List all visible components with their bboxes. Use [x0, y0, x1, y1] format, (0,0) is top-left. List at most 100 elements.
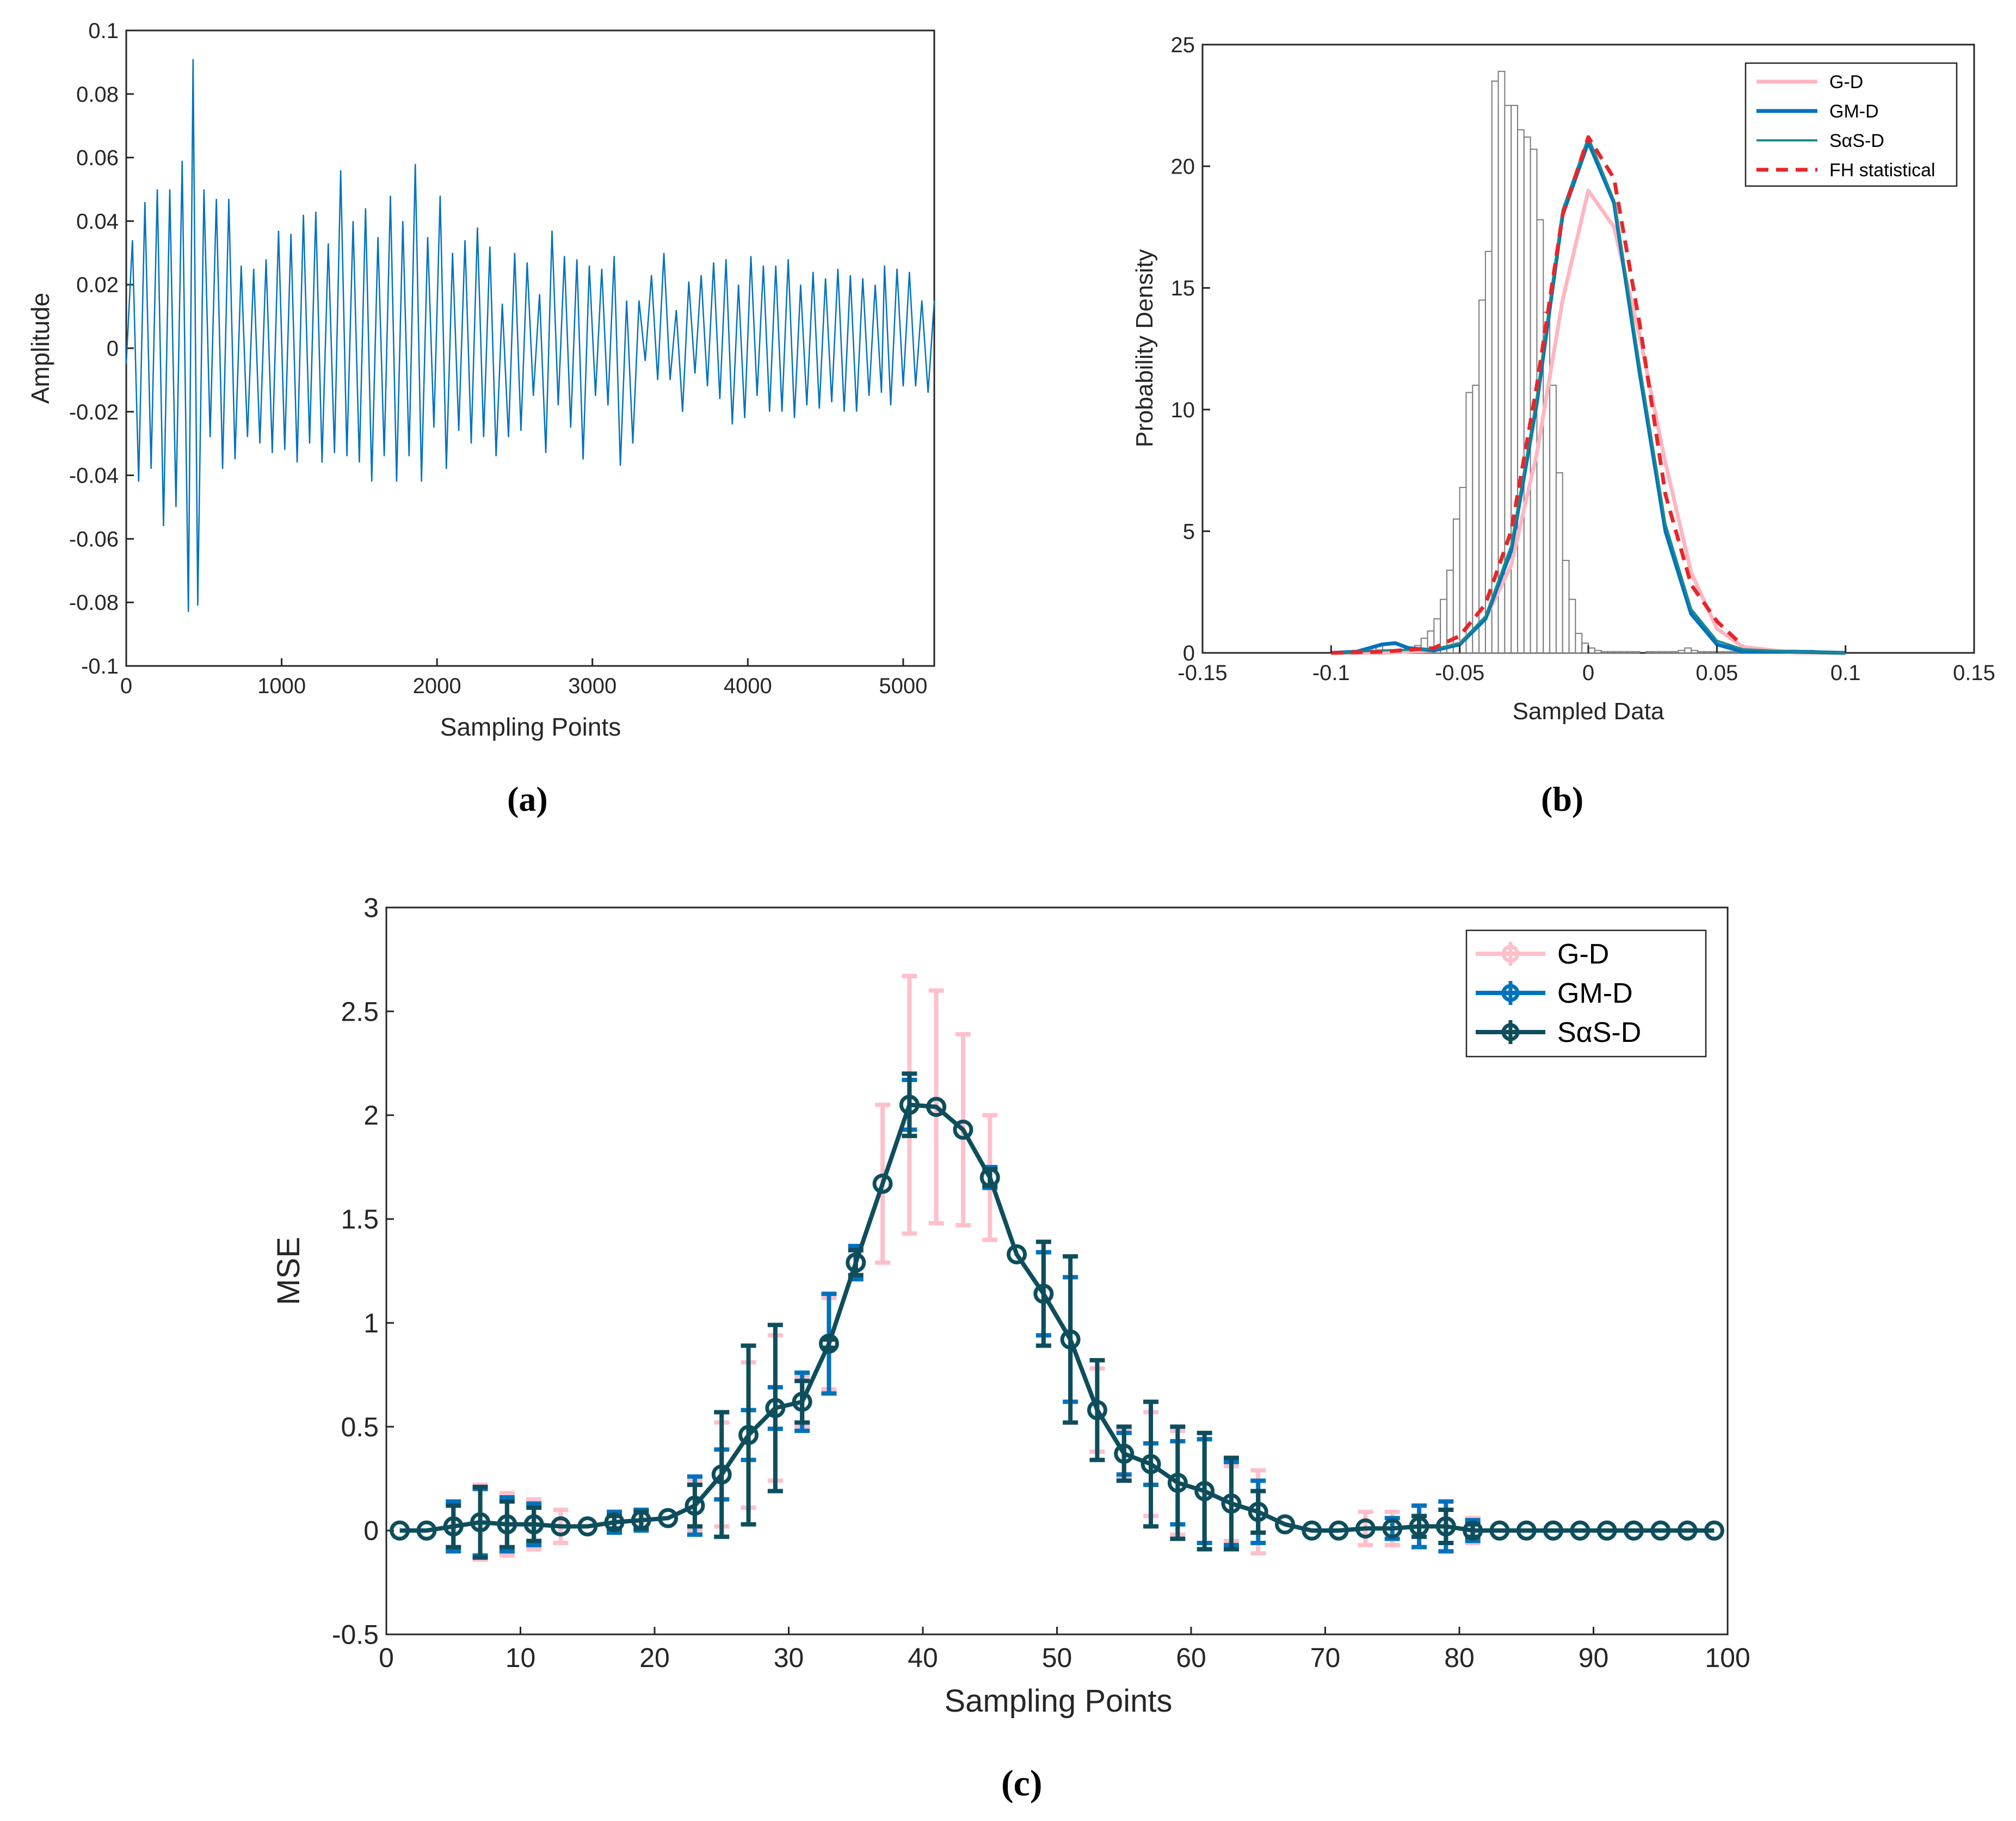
panel-c-legend-marker	[1501, 984, 1520, 1002]
panel-b-ytick-label: 25	[1171, 33, 1195, 57]
panel-c-point-marker	[818, 1334, 839, 1354]
panel-b-hist-bar	[1491, 81, 1499, 654]
panel-c-legend-marker	[1501, 1023, 1520, 1041]
panel-c-ytick-label: 0	[363, 1516, 379, 1546]
panel-b-hist-bar	[1575, 633, 1583, 653]
panel-b-hist-bar	[1626, 651, 1634, 654]
panel-b-hist-bar	[1691, 650, 1698, 653]
panel-c-point-marker	[926, 1096, 947, 1117]
panel-c-point-marker	[523, 1514, 544, 1535]
panel-c-point-marker	[1435, 1516, 1456, 1537]
panel-b-hist-bar	[1594, 650, 1602, 653]
panel-c-point-marker	[1328, 1520, 1349, 1541]
panel-b-hist-bar	[1710, 651, 1718, 654]
panel-c-point-marker	[1033, 1283, 1054, 1304]
panel-a-label: (a)	[507, 780, 548, 818]
panel-c-xtick-label: 40	[908, 1643, 938, 1673]
panel-c-point-marker	[1516, 1520, 1537, 1541]
panel-c-point-marker	[416, 1520, 437, 1541]
panel-c-xtick-label: 30	[774, 1643, 804, 1673]
panel-c-ytick-label: 2	[363, 1100, 379, 1131]
panel-c-xtick-label: 90	[1579, 1643, 1609, 1673]
panel-b-xtick-label: -0.15	[1177, 661, 1227, 685]
panel-c-chart: 0 10 20 30 40 50 60 70 80 90 100-0.500.511.522.53 …	[271, 893, 1750, 1804]
panel-c-point-marker	[1543, 1520, 1564, 1541]
panel-c-point-marker	[1194, 1481, 1215, 1502]
panel-c-point-marker	[979, 1167, 1000, 1188]
panel-b-hist-bar	[1478, 299, 1486, 653]
panel-c-point-marker	[1007, 1244, 1027, 1264]
panel-c-point-marker	[631, 1510, 651, 1530]
panel-c-point-marker	[497, 1514, 517, 1535]
panel-c-point-marker	[1221, 1493, 1242, 1514]
panel-b-hist-bar	[1729, 651, 1737, 654]
panel-b-hist-bar	[1620, 651, 1627, 654]
panel-c-point-marker	[1623, 1520, 1644, 1541]
panel-c-point-marker	[443, 1516, 464, 1537]
panel-c-point-marker	[685, 1495, 705, 1516]
panel-a-ytick-label: 0.04	[76, 209, 119, 233]
panel-c-point-marker	[1275, 1514, 1296, 1535]
panel-b-hist-bar	[1697, 651, 1705, 654]
panel-b-hist-bar	[1613, 651, 1622, 654]
panel-b-legend-box	[1744, 62, 1958, 187]
panel-a-ytick-label: 0.06	[76, 146, 119, 170]
panel-c-point-marker	[953, 1119, 973, 1140]
panel-c-legend-entry: SαS-D	[1557, 1017, 1641, 1048]
panel-a-ytick-label: 0	[107, 337, 119, 361]
panel-c-point-marker	[1167, 1472, 1188, 1493]
panel-c-point-marker	[1704, 1520, 1724, 1541]
panel-c-point-marker	[1114, 1443, 1135, 1464]
panel-c-point-marker	[1463, 1520, 1483, 1541]
panel-a-xtick-label: 5000	[879, 674, 927, 698]
panel-c-point-marker	[1140, 1454, 1161, 1474]
panel-c-point-marker	[792, 1391, 812, 1412]
panel-b-ytick-label: 5	[1183, 520, 1195, 544]
panel-a-ytick-label: -0.04	[69, 464, 119, 488]
panel-c-point-marker	[765, 1398, 786, 1418]
panel-c-point-marker	[1596, 1520, 1617, 1541]
panel-b-hist-bar	[1678, 650, 1686, 653]
panel-c-xtick-label: 10	[505, 1643, 536, 1673]
panel-b-xtick-label: 0.1	[1830, 661, 1861, 685]
panel-c-ytick-label: 3	[363, 893, 379, 923]
panel-b-hist-bar	[1723, 651, 1730, 654]
panel-c-point-marker	[577, 1516, 598, 1537]
panel-a-ytick-label: -0.06	[69, 527, 119, 551]
panel-c-point-marker	[1570, 1520, 1590, 1541]
panel-b-hist-bar	[1511, 104, 1519, 654]
panel-c-point-marker	[738, 1425, 759, 1446]
panel-c-ytick-label: 2.5	[341, 996, 379, 1027]
panel-c-ytick-label: 1	[363, 1308, 379, 1338]
panel-b-hist-bar	[1517, 129, 1525, 653]
panel-c-point-marker	[604, 1512, 625, 1533]
panel-b-hist-bar	[1562, 560, 1570, 653]
panel-c-xtick-label: 0	[379, 1643, 394, 1673]
panel-b-legend-entry: FH statistical	[1829, 160, 1935, 181]
panel-b-xtick-label: -0.1	[1312, 661, 1350, 685]
panel-b-chart: -0.15 -0.1 -0.05 0 0.05 0.1 0.15 0 5 10 15 20 25 Sam…	[1131, 33, 1995, 818]
panel-b-ytick-label: 0	[1183, 641, 1195, 665]
panel-c-point-marker	[550, 1516, 571, 1537]
panel-b-xtick-label: 0.15	[1953, 661, 1995, 685]
panel-b-xtick-label: -0.05	[1435, 661, 1484, 685]
panel-a-ytick-label: 0.02	[76, 273, 119, 297]
panel-c-point-marker	[390, 1520, 410, 1541]
panel-c-ytick-label: 0.5	[341, 1412, 379, 1442]
panel-c-point-marker	[1248, 1502, 1268, 1522]
panel-c-point-marker	[1355, 1518, 1376, 1539]
panel-b-hist-bar	[1555, 472, 1563, 654]
panel-c-point-marker	[872, 1174, 893, 1194]
panel-c-point-marker	[711, 1464, 732, 1485]
panel-b-ytick-label: 10	[1171, 398, 1195, 422]
panel-a-xlabel: Sampling Points	[440, 713, 621, 741]
panel-b-hist-bar	[1543, 311, 1551, 653]
panel-c-ytick-label: 1.5	[341, 1204, 379, 1234]
panel-b-ytick-label: 20	[1171, 155, 1195, 179]
panel-c-point-marker	[1087, 1400, 1107, 1421]
panel-c-ylabel: MSE	[271, 1237, 306, 1305]
panel-a-xtick-label: 2000	[413, 674, 461, 698]
panel-c-point-marker	[1382, 1518, 1403, 1539]
panel-c-xlabel: Sampling Points	[944, 1683, 1172, 1719]
panel-c-legend-entry: GM-D	[1557, 978, 1633, 1009]
